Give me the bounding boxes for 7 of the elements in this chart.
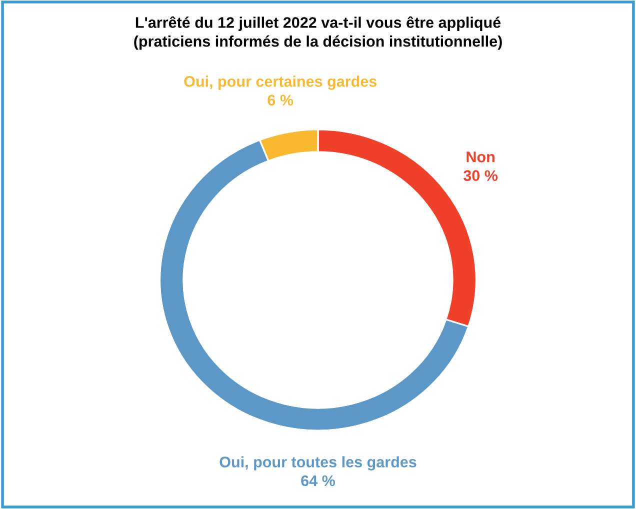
data-label: 64 %	[301, 475, 336, 486]
slice-label: Oui, pour certaines gardes	[184, 76, 377, 90]
chart-title: L'arrêté du 12 juillet 2022 va-t-il vous être appliqué (praticiens informés de la décision institutionnelle)	[134, 16, 502, 50]
data-label: 6 %	[268, 94, 294, 106]
slice-label: Oui, pour toutes les gardes	[220, 456, 416, 470]
slice-label: Non	[466, 152, 494, 162]
data-label: 30 %	[463, 170, 498, 182]
